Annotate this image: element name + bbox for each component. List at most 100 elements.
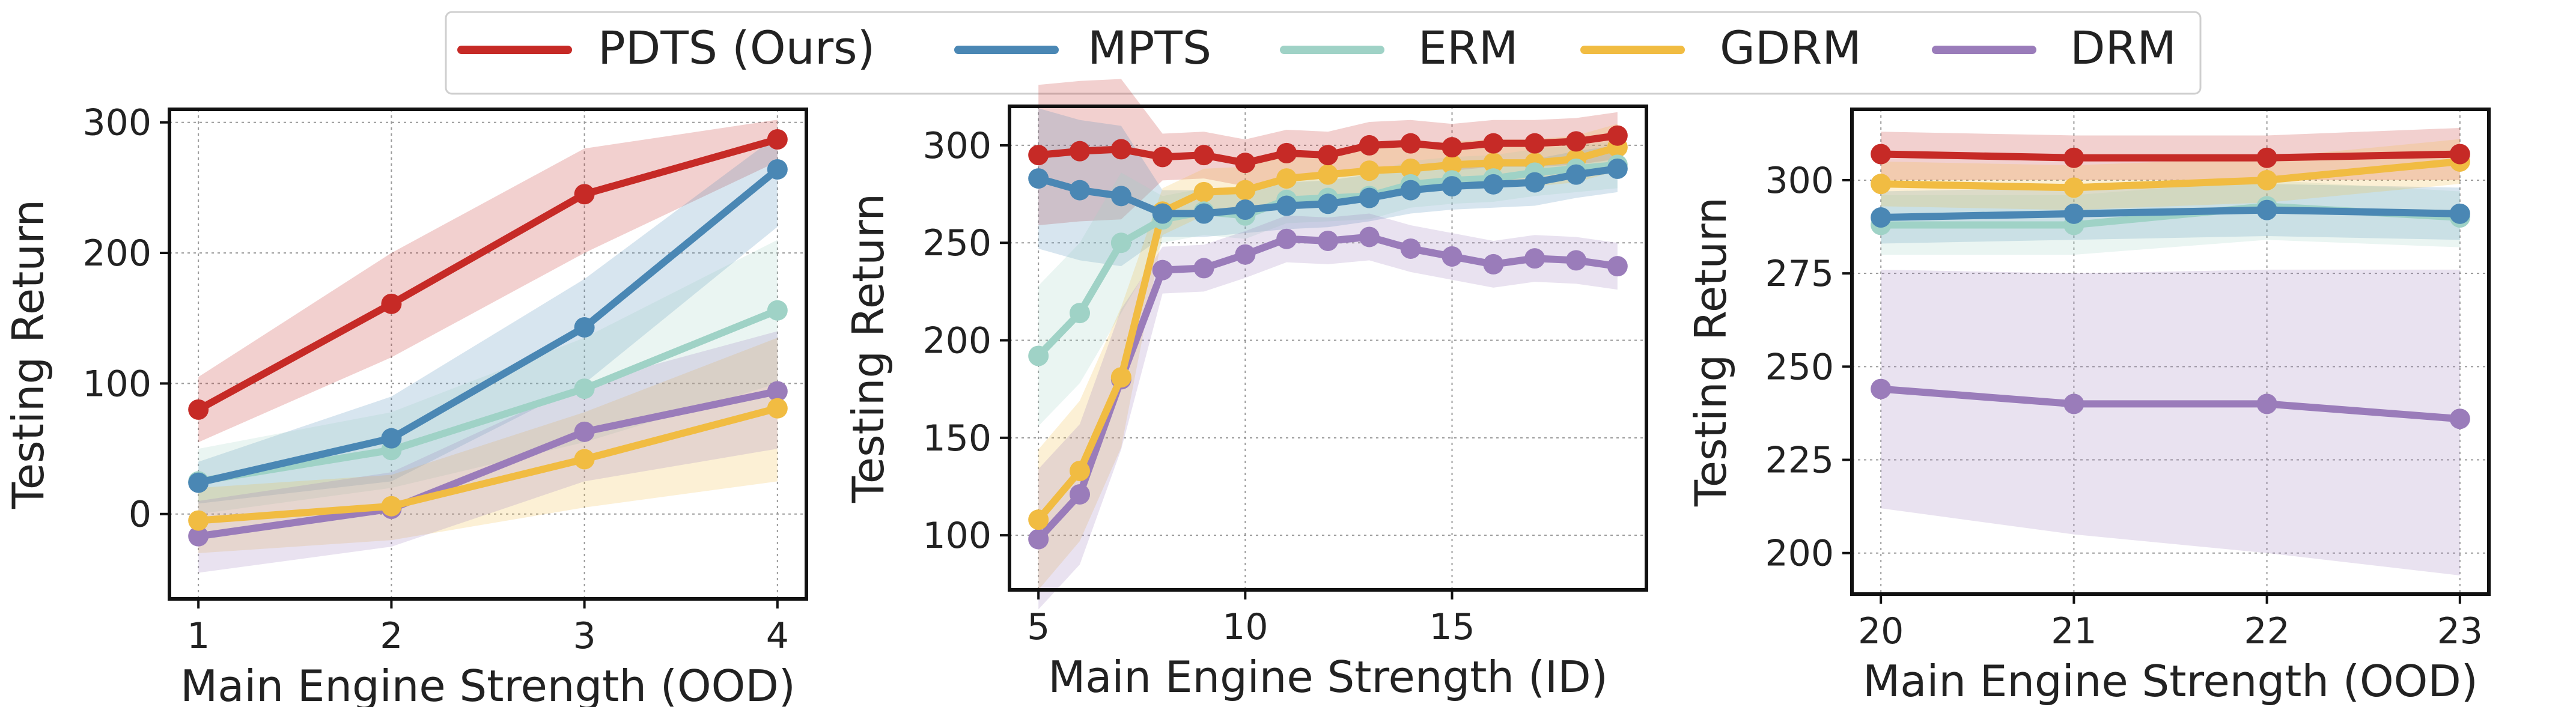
legend-label-gdrm: GDRM [1720,21,1862,74]
point-gdrm [1318,164,1338,185]
y-axis-label: Testing Return [1685,197,1736,507]
point-mpts [1400,180,1421,201]
point-gdrm [2256,169,2277,190]
point-drm [767,381,788,402]
band-drm [1881,269,2460,575]
point-erm [1028,345,1049,366]
point-mpts [1318,193,1338,214]
point-gdrm [1442,154,1463,175]
line-gdrm [1881,157,2461,192]
point-gdrm [1235,180,1256,201]
y-tick-label: 100 [922,515,991,557]
y-tick-label: 275 [1765,253,1834,295]
point-pdts-ours [1276,142,1297,163]
point-drm [1871,378,1892,399]
point-mpts [1152,203,1173,224]
legend-label-mpts: MPTS [1088,21,1211,74]
point-mpts [2449,203,2470,224]
x-tick-label: 23 [2437,610,2483,652]
band-gdrm [198,338,778,553]
x-tick-label: 4 [766,615,789,657]
legend-entry-pdts: PDTS (Ours) [457,21,875,74]
x-axis-label: Main Engine Strength (OOD) [1863,656,2478,706]
point-mpts [574,317,595,338]
chart-panel-ood-low: 1 2 3 4 0 100 200 300 Main Engine Strength (OOD)… [3,102,808,707]
series-mpts [1028,158,1628,224]
point-mpts [1070,180,1091,201]
y-tick-label: 200 [1765,533,1834,575]
point-gdrm [1110,367,1131,388]
point-drm [1193,258,1214,279]
band-mpts [1038,108,1618,267]
x-tick-label: 5 [1027,606,1050,648]
point-pdts-ours [1524,133,1545,154]
point-drm [1028,529,1049,550]
point-drm [1565,250,1586,271]
line-mpts [1881,206,2460,222]
point-pdts-ours [1565,131,1586,152]
x-tick-label: 22 [2244,610,2289,652]
point-gdrm [574,449,595,470]
x-tick-label: 2 [380,615,403,657]
band-pdts-ours [1881,128,2460,180]
point-gdrm [767,398,788,419]
x-tick-label: 20 [1858,610,1904,652]
point-pdts-ours [381,293,402,314]
point-pdts-ours [1871,144,1892,165]
series-gdrm [188,398,788,531]
point-gdrm [1193,181,1214,202]
point-drm [1359,226,1380,247]
x-tick-label: 1 [187,615,210,657]
series-lines [1028,125,1628,550]
point-pdts-ours [1359,135,1380,156]
plot-frame [1850,108,2491,596]
point-mpts [1871,207,1892,228]
y-tick-label: 250 [922,222,991,264]
series-pdts-ours [188,129,788,420]
point-mpts [1607,158,1628,179]
point-pdts-ours [1400,133,1421,154]
legend-entry-mpts: MPTS [954,21,1211,74]
confidence-bands [1881,128,2460,575]
point-drm [1276,228,1297,249]
point-gdrm [1028,509,1049,530]
point-drm [2063,393,2084,414]
series-pdts-ours [1871,144,2470,168]
line-gdrm [198,404,779,524]
point-gdrm [1871,174,1892,195]
point-gdrm [381,496,402,517]
point-drm [1483,253,1504,275]
gridlines [1852,109,2489,594]
point-drm [1400,238,1421,259]
point-gdrm [188,510,209,531]
point-mpts [1028,168,1049,189]
point-pdts-ours [188,399,209,420]
y-tick-label: 300 [1765,160,1834,202]
chart-panel-ood-high: 20 21 22 23 200 225 250 275 300 Main Engine Stren… [1685,108,2491,706]
series-lines [188,129,788,547]
plot-frame [1008,105,1648,592]
point-pdts-ours [767,129,788,150]
point-drm [1524,248,1545,269]
point-pdts-ours [574,184,595,205]
legend-entry-drm: DRM [1932,21,2176,74]
point-gdrm [1483,153,1504,174]
point-mpts [381,428,402,449]
line-mpts [197,166,780,487]
point-erm [1110,232,1131,253]
point-drm [1318,230,1338,251]
band-pdts-ours [198,120,778,443]
line-pdts-ours [1881,150,2460,162]
point-pdts-ours [1235,153,1256,174]
legend-label-pdts: PDTS (Ours) [598,21,875,74]
axis-ticks: 1 2 3 4 0 100 200 300 [82,102,788,657]
point-mpts [767,159,788,180]
axis-ticks: 5 10 15 100 150 200 250 300 [922,125,1475,648]
point-mpts [1359,187,1380,208]
band-erm [198,240,778,514]
point-pdts-ours [2256,147,2277,168]
point-pdts-ours [1483,133,1504,154]
x-tick-label: 10 [1222,606,1268,648]
y-axis-label: Testing Return [3,199,53,509]
